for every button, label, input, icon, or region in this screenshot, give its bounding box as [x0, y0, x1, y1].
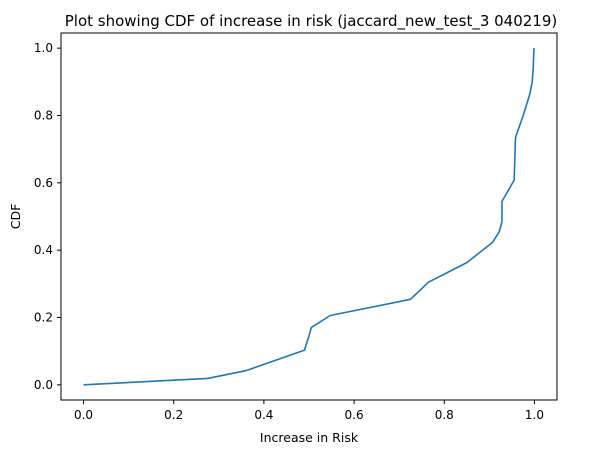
y-tick-label: 0.4 [34, 243, 53, 257]
series-layer [83, 48, 535, 386]
x-tick-label: 0.8 [435, 408, 454, 422]
x-tick-label: 0.2 [164, 408, 183, 422]
x-tick-label: 1.0 [525, 408, 544, 422]
y-tick-label: 0.6 [34, 176, 53, 190]
y-tick-label: 0.0 [34, 378, 53, 392]
x-tick-label: 0.4 [254, 408, 273, 422]
y-tick-label: 0.2 [34, 311, 53, 325]
plot-frame [60, 32, 558, 401]
cdf-series-line [83, 48, 535, 386]
y-tick-label: 1.0 [34, 41, 53, 55]
x-tick-label: 0.0 [74, 408, 93, 422]
chart-title: Plot showing CDF of increase in risk (ja… [65, 12, 558, 31]
y-axis-ticks: 0.0 0.2 0.4 0.6 0.8 1.0 [34, 41, 61, 392]
y-axis-label: CDF [8, 204, 23, 230]
x-axis-ticks: 0.0 0.2 0.4 0.6 0.8 1.0 [74, 400, 544, 422]
y-tick-label: 0.8 [34, 108, 53, 122]
x-tick-label: 0.6 [345, 408, 364, 422]
x-axis-label: Increase in Risk [260, 430, 359, 445]
